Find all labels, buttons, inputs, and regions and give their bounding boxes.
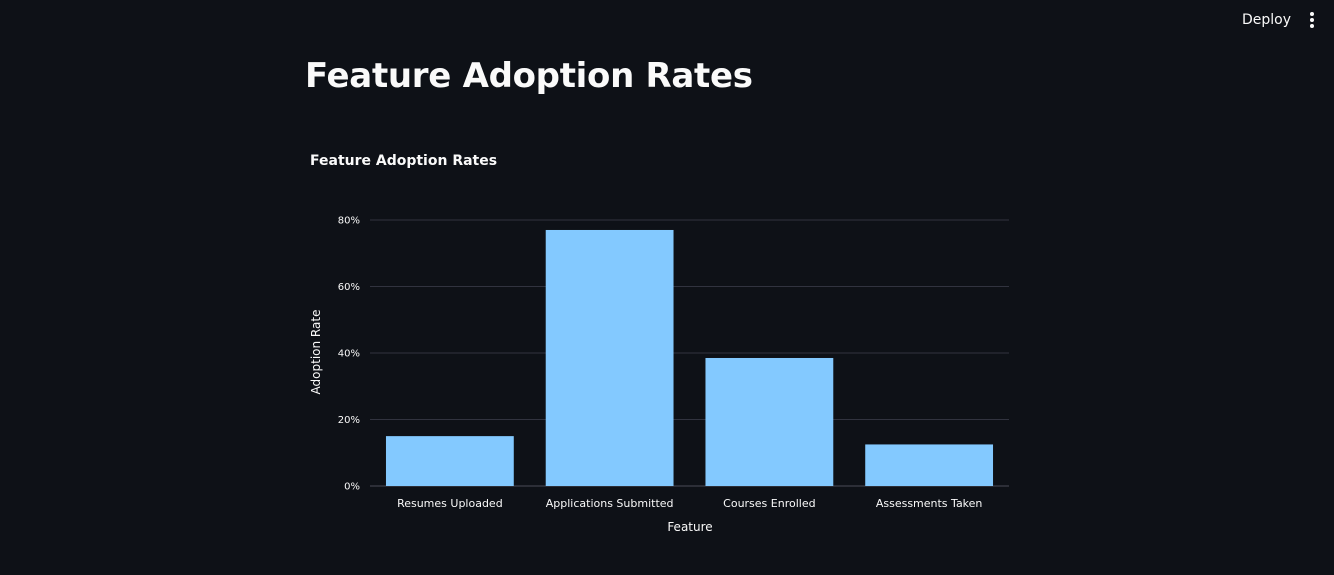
x-axis-label: Feature bbox=[667, 520, 712, 534]
x-tick-label: Resumes Uploaded bbox=[397, 497, 503, 510]
page-title: Feature Adoption Rates bbox=[305, 56, 753, 96]
bar[interactable] bbox=[545, 229, 674, 486]
x-tick-label: Applications Submitted bbox=[546, 497, 674, 510]
bar[interactable] bbox=[865, 444, 994, 486]
bar[interactable] bbox=[705, 357, 834, 486]
x-tick-label: Courses Enrolled bbox=[723, 497, 815, 510]
y-tick-label: 20% bbox=[338, 415, 360, 426]
bar[interactable] bbox=[385, 436, 514, 486]
y-axis-label: Adoption Rate bbox=[309, 310, 323, 395]
chart-container: Feature Adoption Rates 0% 20% 40% 60% 80% Re… bbox=[300, 140, 1020, 550]
top-toolbar: Deploy bbox=[0, 0, 1334, 40]
bar-chart: Feature Adoption Rates 0% 20% 40% 60% 80% Re… bbox=[309, 153, 1009, 534]
chart-title: Feature Adoption Rates bbox=[310, 153, 497, 169]
y-tick-label: 0% bbox=[344, 482, 360, 493]
main-menu-button[interactable] bbox=[1302, 10, 1322, 30]
y-tick-label: 60% bbox=[338, 282, 360, 293]
deploy-button[interactable]: Deploy bbox=[1242, 12, 1292, 28]
vertical-ellipsis-icon bbox=[1310, 12, 1314, 28]
y-tick-label: 40% bbox=[338, 349, 360, 360]
y-tick-label: 80% bbox=[338, 216, 360, 227]
x-tick-label: Assessments Taken bbox=[876, 497, 983, 510]
